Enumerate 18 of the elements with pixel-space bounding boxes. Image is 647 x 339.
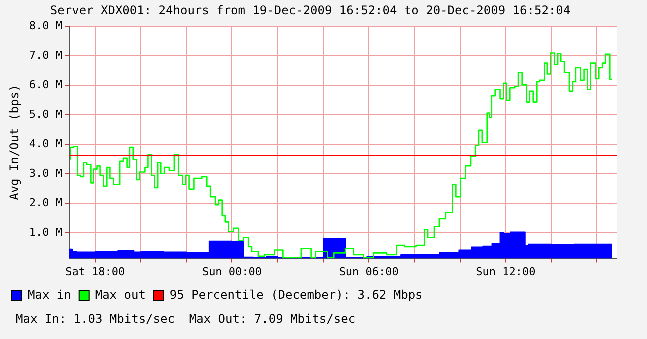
y-tick-label: 8.0 M: [29, 19, 63, 32]
y-tick-label: 5.0 M: [29, 108, 63, 121]
legend-label: Max out: [95, 288, 146, 302]
y-tick-label: 3.0 M: [29, 166, 63, 180]
y-tick-label: 2.0 M: [29, 196, 63, 210]
chart-title: Server XDX001: 24hours from 19-Dec-2009 16:52:04 to 20-Dec-2009 16:52:04: [50, 3, 571, 18]
legend-label: Max in: [28, 288, 72, 302]
text: Max In: 1.03 Mbits/sec Max Out: 7.09 Mbits/sec: [16, 312, 356, 326]
y-tick-label: 6.0 M: [29, 78, 63, 92]
x-tick-label: Sun 06:00: [339, 265, 399, 278]
x-tick-label: Sat 18:00: [66, 265, 126, 278]
y-axis-title: Avg In/Out (bps): [7, 84, 22, 200]
y-tick-label: 7.0 M: [29, 48, 63, 62]
y-tick-label: 1.0 M: [29, 226, 63, 239]
legend-label: 95 Percentile (December): 3.62 Mbps: [170, 288, 423, 302]
y-tick-label: 4.0 M: [29, 137, 63, 150]
x-tick-label: Sun 12:00: [476, 265, 536, 278]
x-tick-label: Sun 00:00: [202, 265, 262, 278]
